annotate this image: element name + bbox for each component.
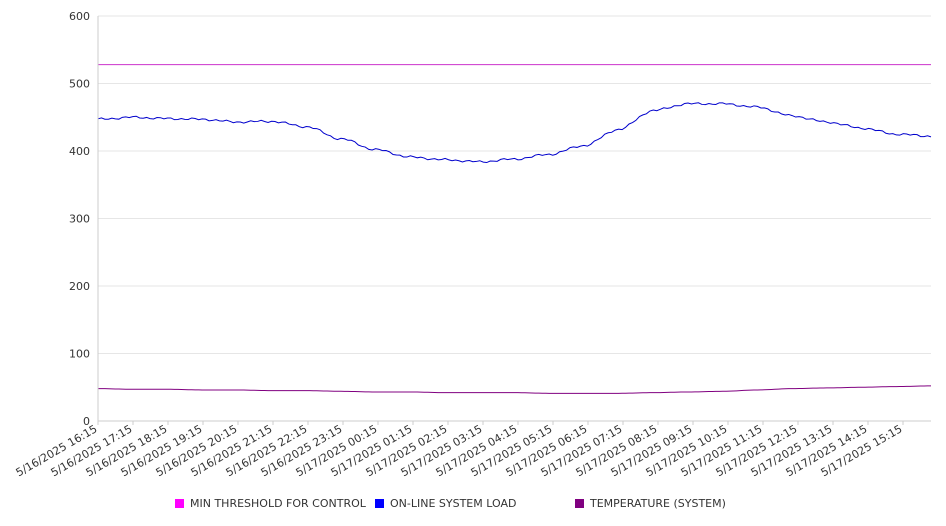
grid-lines [98, 15, 931, 354]
series-line [97, 102, 932, 164]
series-lines [97, 64, 932, 394]
legend-label: ON-LINE SYSTEM LOAD [390, 497, 517, 510]
legend-label: MIN THRESHOLD FOR CONTROL [190, 497, 366, 510]
y-tick-labels: 0 100 200 300 400 500 600 [69, 10, 90, 428]
legend-swatch [175, 499, 184, 508]
y-tick-label: 500 [69, 78, 90, 91]
y-tick-label: 400 [69, 145, 90, 158]
series-line [97, 385, 932, 394]
legend-item: MIN THRESHOLD FOR CONTROL [175, 497, 366, 510]
axes [97, 16, 931, 422]
y-tick-label: 100 [69, 348, 90, 361]
legend: MIN THRESHOLD FOR CONTROL ON-LINE SYSTEM… [0, 497, 946, 515]
legend-item: TEMPERATURE (SYSTEM) [575, 497, 726, 510]
legend-label: TEMPERATURE (SYSTEM) [590, 497, 726, 510]
y-tick-label: 0 [83, 415, 90, 428]
x-tick-labels: 5/16/2025 16:155/16/2025 17:155/16/2025 … [14, 421, 905, 479]
y-tick-label: 600 [69, 10, 90, 23]
y-tick-label: 200 [69, 280, 90, 293]
legend-swatch [575, 499, 584, 508]
y-tick-label: 300 [69, 213, 90, 226]
legend-item: ON-LINE SYSTEM LOAD [375, 497, 516, 510]
legend-swatch [375, 499, 384, 508]
